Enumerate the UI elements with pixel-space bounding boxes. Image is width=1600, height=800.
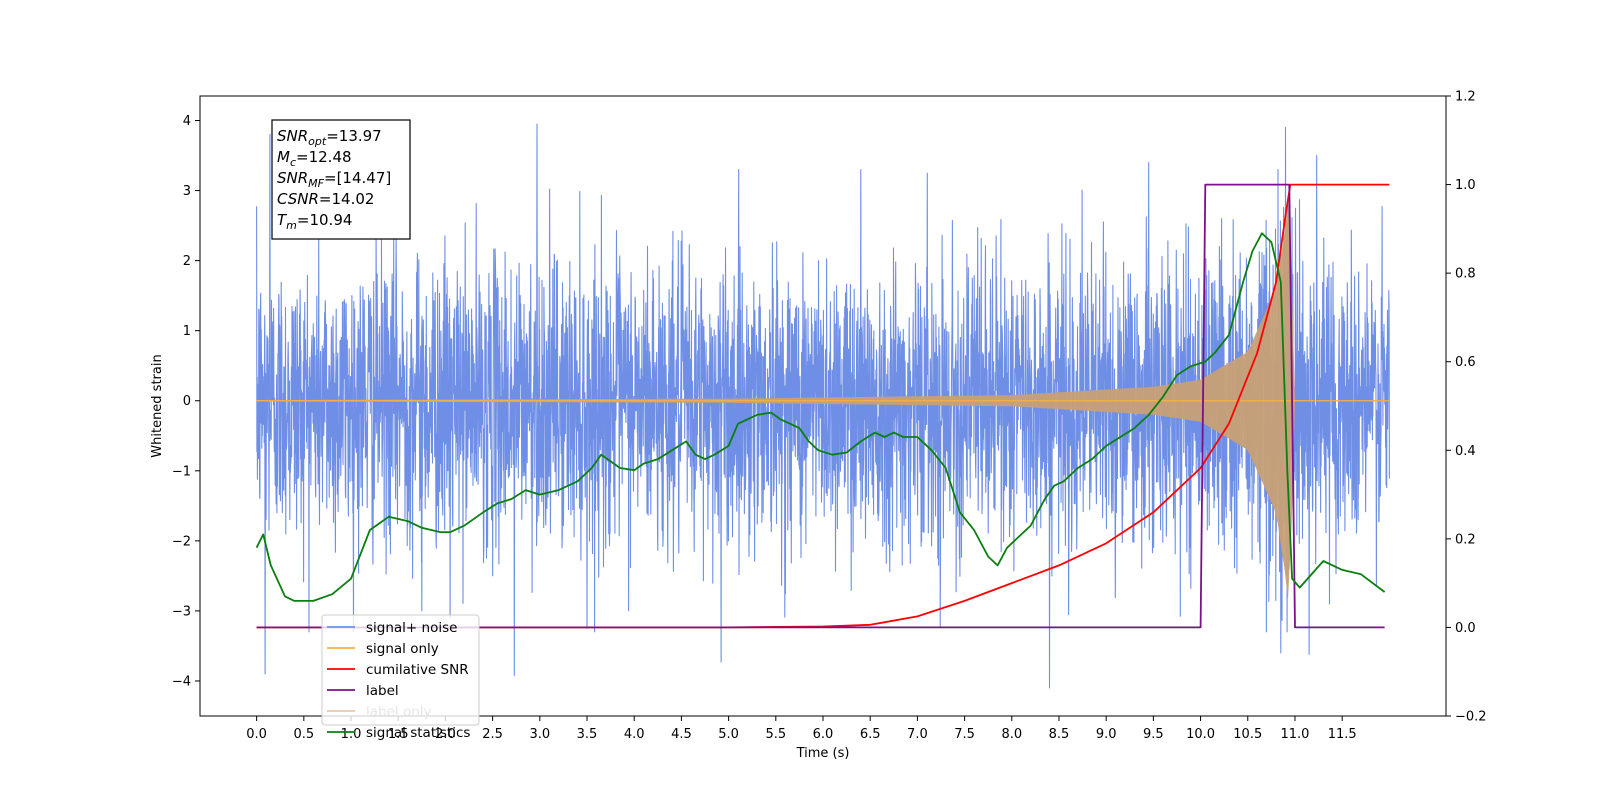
x-axis: 0.0 0.5 1.0 1.5 2.0 2.5 3.0 3.5 4.0 4.5 5.0 5.5 6.0 6… [246, 716, 1357, 742]
x-tick-label: 11.5 [1328, 727, 1357, 742]
y-right-tick-label: 0.6 [1455, 355, 1476, 370]
x-tick-label: 6.5 [860, 727, 881, 742]
series-cumilative-snr [256, 183, 1390, 629]
y-axis-right: −0.2 0.0 0.2 0.4 0.6 0.8 1.0 1.2 [1446, 90, 1487, 725]
x-tick-label: 9.5 [1143, 727, 1164, 742]
y-right-tick-label: 1.2 [1455, 90, 1476, 105]
legend-label: signal only [366, 641, 439, 657]
x-tick-label: 8.5 [1049, 727, 1070, 742]
x-tick-label: 2.0 [435, 727, 456, 742]
series-signal-statistics [255, 232, 1386, 602]
y-right-tick-label: 0.2 [1455, 532, 1476, 547]
y-axis-label: Whitened strain [150, 354, 165, 457]
stats-box-frame [271, 119, 411, 240]
x-tick-label: 0.5 [293, 727, 314, 742]
stats-line: SNRMF=[14.47] [277, 169, 391, 190]
y-right-tick-label: 1.0 [1455, 178, 1476, 193]
x-tick-label: 9.0 [1096, 727, 1117, 742]
y-tick-label: −2 [172, 534, 191, 549]
stats-symbol: SNR [277, 169, 308, 187]
x-tick-label: 2.5 [482, 727, 503, 742]
plot-series [255, 123, 1390, 689]
stats-value: =12.48 [296, 148, 352, 166]
y-right-tick-label: 0.4 [1455, 444, 1476, 459]
stats-line: SNRopt=13.97 [277, 127, 382, 148]
y-tick-label: 3 [183, 184, 191, 199]
y-right-tick-label: 0.8 [1455, 267, 1476, 282]
y-tick-label: 4 [183, 114, 191, 129]
y-right-tick-label: 0.0 [1455, 621, 1476, 636]
y-tick-label: 0 [183, 394, 191, 409]
stats-value: =10.94 [297, 211, 353, 229]
stats-value: =14.02 [319, 190, 375, 208]
stats-symbol: CSNR [277, 190, 319, 208]
series-label [256, 183, 1385, 629]
x-tick-label: 3.5 [577, 727, 598, 742]
stats-subscript: m [286, 219, 297, 232]
legend-label: label [366, 683, 399, 699]
stats-line: CSNR=14.02 [277, 190, 374, 208]
x-tick-label: 1.5 [388, 727, 409, 742]
stats-subscript: c [290, 156, 296, 169]
stats-symbol: SNR [277, 127, 308, 145]
x-tick-label: 5.0 [718, 727, 739, 742]
y-tick-label: 1 [183, 324, 191, 339]
y-right-tick-label: −0.2 [1455, 710, 1487, 725]
x-tick-label: 7.0 [907, 727, 928, 742]
y-tick-label: −3 [172, 604, 191, 619]
x-tick-label: 0.0 [246, 727, 267, 742]
stats-symbol: T [277, 211, 288, 229]
legend: signal+ noise signal only cumilative SNR la… [321, 614, 480, 741]
legend-label: signal+ noise [366, 620, 457, 636]
x-tick-label: 4.5 [671, 727, 692, 742]
stats-subscript: MF [308, 177, 324, 190]
stats-box: SNRopt=13.97Mc=12.48SNRMF=[14.47]CSNR=14… [271, 119, 411, 240]
stats-line: Tm=10.94 [277, 211, 352, 232]
y-tick-label: −1 [172, 464, 191, 479]
legend-label: signal statistics [366, 725, 470, 741]
x-tick-label: 11.0 [1280, 727, 1309, 742]
x-tick-label: 8.0 [1001, 727, 1022, 742]
y-axis-left: −4 −3 −2 −1 0 1 2 3 4 [172, 114, 200, 689]
x-tick-label: 10.0 [1186, 727, 1215, 742]
legend-label: cumilative SNR [366, 662, 469, 678]
x-tick-label: 6.0 [813, 727, 834, 742]
x-tick-label: 10.5 [1233, 727, 1262, 742]
stats-value: =[14.47] [324, 169, 391, 187]
x-tick-label: 5.5 [765, 727, 786, 742]
stats-value: =13.97 [326, 127, 382, 145]
x-tick-label: 7.5 [954, 727, 975, 742]
y-tick-label: 2 [183, 254, 191, 269]
x-tick-label: 3.0 [529, 727, 550, 742]
stats-line: Mc=12.48 [277, 148, 352, 169]
stats-symbol: M [277, 148, 290, 166]
legend-label: label only [366, 704, 432, 720]
x-tick-label: 4.0 [624, 727, 645, 742]
legend-frame [321, 614, 480, 726]
y-tick-label: −4 [172, 674, 191, 689]
stats-subscript: opt [308, 135, 327, 148]
x-tick-label: 1.0 [341, 727, 362, 742]
x-axis-label: Time (s) [796, 746, 850, 761]
